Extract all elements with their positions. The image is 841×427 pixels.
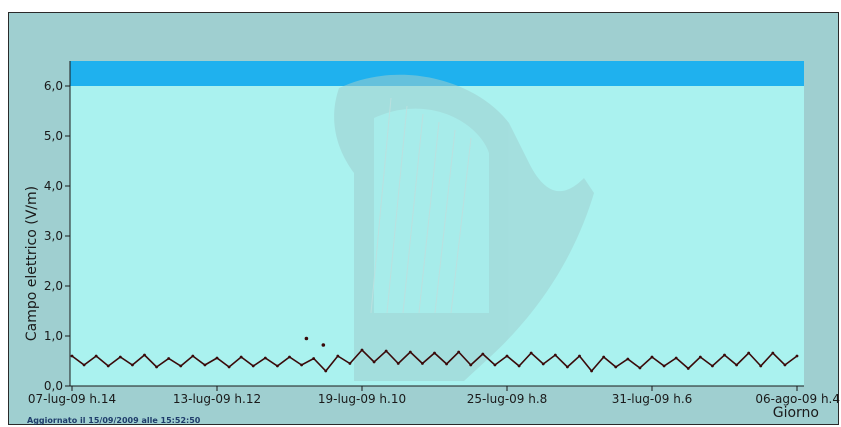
data-point <box>312 357 316 360</box>
chart-frame: 0,0 1,0 2,0 3,0 4,0 5,0 6,0 07-lug-09 h.14 13-l… <box>8 12 840 425</box>
y-tick-label: 1,0 <box>44 329 63 343</box>
data-point <box>321 343 326 347</box>
data-point <box>191 354 195 358</box>
data-point <box>505 354 509 358</box>
x-tick-label: 25-lug-09 h.8 <box>467 392 548 406</box>
data-point <box>723 353 726 357</box>
data-point <box>469 363 473 367</box>
chart-svg: 0,0 1,0 2,0 3,0 4,0 5,0 6,0 07-lug-09 h.14 13-l… <box>24 61 840 421</box>
x-tick-label: 06-ago-09 h.4 <box>755 392 840 406</box>
data-point <box>396 362 400 365</box>
y-tick-label: 6,0 <box>44 79 63 93</box>
data-point <box>747 351 751 355</box>
data-point <box>481 352 485 356</box>
data-point <box>143 353 146 357</box>
x-tick-label: 07-lug-09 h.14 <box>28 392 116 406</box>
data-point <box>408 350 412 354</box>
x-tick-label: 19-lug-09 h.10 <box>318 392 406 406</box>
data-point <box>445 362 448 366</box>
data-point <box>457 350 461 354</box>
data-point <box>783 363 787 367</box>
data-point <box>578 354 581 358</box>
data-point <box>517 364 521 368</box>
y-tick-label: 3,0 <box>44 229 63 243</box>
data-point <box>529 351 533 355</box>
data-point <box>360 348 364 352</box>
data-point <box>553 353 557 357</box>
data-point <box>239 355 243 359</box>
data-point <box>541 362 545 366</box>
x-axis-title: Giorno <box>773 405 819 421</box>
data-point <box>336 354 340 358</box>
y-tick-label: 2,0 <box>44 279 63 293</box>
data-point <box>650 355 654 359</box>
data-point <box>771 351 775 355</box>
y-tick-label: 5,0 <box>44 129 63 143</box>
data-point <box>304 336 309 341</box>
data-point <box>662 364 666 368</box>
data-point <box>348 362 352 365</box>
data-point <box>227 365 231 369</box>
data-point <box>94 354 98 358</box>
data-point <box>251 364 255 368</box>
data-point <box>674 356 678 360</box>
data-point <box>433 351 436 355</box>
x-tick-label: 31-lug-09 h.6 <box>612 392 693 406</box>
data-point <box>179 364 183 368</box>
data-point <box>795 354 799 358</box>
data-point <box>638 366 642 370</box>
data-point <box>614 365 618 369</box>
y-axis: 0,0 1,0 2,0 3,0 4,0 5,0 6,0 <box>44 61 71 393</box>
data-point <box>167 357 171 360</box>
data-point <box>626 357 630 361</box>
data-point <box>711 364 714 368</box>
data-point <box>263 356 267 360</box>
data-point <box>590 369 593 373</box>
data-point <box>300 363 303 367</box>
data-point <box>493 363 497 367</box>
data-point <box>384 349 388 353</box>
data-point <box>131 363 134 367</box>
data-point <box>421 362 424 365</box>
data-point <box>698 355 702 359</box>
y-axis-title: Campo elettrico (V/m) <box>24 186 40 341</box>
harp-watermark-icon <box>334 74 594 381</box>
data-point <box>276 364 279 368</box>
data-point <box>735 363 738 367</box>
data-point <box>372 360 376 364</box>
data-point <box>118 355 122 359</box>
data-point <box>82 363 86 367</box>
x-axis: 07-lug-09 h.14 13-lug-09 h.12 19-lug-09 h.… <box>28 385 840 406</box>
x-tick-label: 13-lug-09 h.12 <box>173 392 261 406</box>
data-point <box>686 367 690 370</box>
y-tick-label: 0,0 <box>44 379 63 393</box>
data-point <box>288 355 291 359</box>
data-point <box>155 365 158 369</box>
data-point <box>203 363 207 367</box>
y-tick-label: 4,0 <box>44 179 63 193</box>
data-point <box>759 364 763 368</box>
series-layer <box>70 336 799 373</box>
data-point <box>215 356 219 360</box>
data-point <box>106 364 110 368</box>
data-point <box>70 354 74 358</box>
data-point <box>324 369 328 373</box>
updated-timestamp: Aggiornato il 15/09/2009 alle 15:52:50 <box>27 416 201 425</box>
data-point <box>602 355 606 359</box>
data-point <box>566 365 569 369</box>
